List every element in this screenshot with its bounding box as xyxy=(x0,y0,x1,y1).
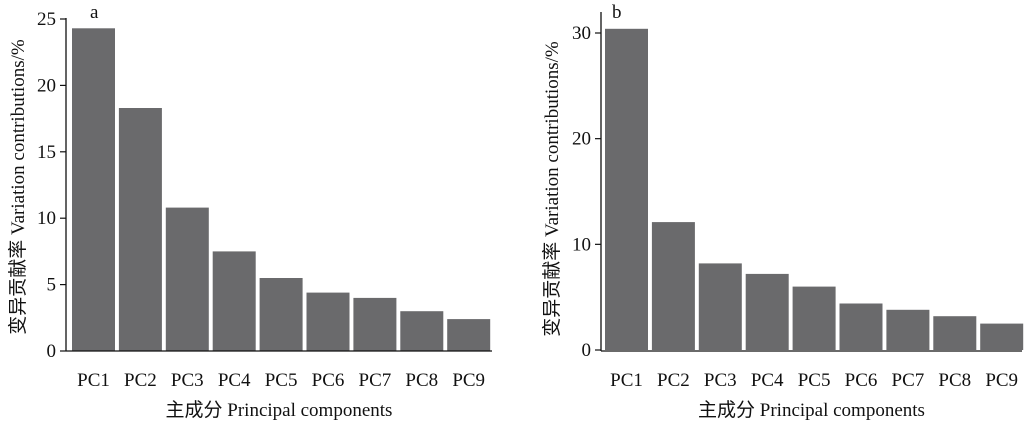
x-tick-label: PC3 xyxy=(171,370,204,391)
y-tick-label: 0 xyxy=(582,340,592,361)
bar-pc5 xyxy=(792,286,836,350)
bar-pc9 xyxy=(447,319,491,351)
bar-pc6 xyxy=(839,303,883,350)
x-tick-label: PC6 xyxy=(845,370,878,391)
x-axis-title: 主成分 Principal components xyxy=(698,399,925,421)
y-tick-label: 20 xyxy=(572,129,591,150)
bar-pc3 xyxy=(165,207,209,351)
x-tick-label: PC4 xyxy=(751,370,784,391)
x-tick-label: PC9 xyxy=(985,370,1018,391)
x-tick-label: PC2 xyxy=(657,370,690,391)
y-tick-label: 15 xyxy=(37,142,56,163)
x-tick-label: PC3 xyxy=(704,370,737,391)
y-axis-title: 变异贡献率 Variation contributions/% xyxy=(7,39,29,335)
x-tick-label: PC5 xyxy=(265,370,298,391)
x-tick-label: PC1 xyxy=(77,370,110,391)
x-tick-label: PC1 xyxy=(610,370,643,391)
bar-pc1 xyxy=(72,28,115,352)
x-tick-label: PC5 xyxy=(798,370,831,391)
bar-pc7 xyxy=(353,297,397,351)
x-tick-label: PC8 xyxy=(405,370,438,391)
bar-pc7 xyxy=(886,309,930,350)
bar-pc2 xyxy=(651,222,695,350)
y-axis-title: 变异贡献率 Variation contributions/% xyxy=(541,41,563,337)
x-tick-label: PC7 xyxy=(359,370,392,391)
x-tick-label: PC4 xyxy=(218,370,251,391)
bar-pc3 xyxy=(698,263,742,350)
bar-pc2 xyxy=(118,108,162,351)
x-tick-label: PC6 xyxy=(312,370,345,391)
panel-label: b xyxy=(612,2,622,23)
x-tick-label: PC7 xyxy=(892,370,925,391)
y-tick-label: 30 xyxy=(572,23,591,44)
x-tick-label: PC8 xyxy=(938,370,971,391)
x-tick-label: PC2 xyxy=(124,370,157,391)
bar-pc9 xyxy=(980,323,1024,350)
y-tick-label: 10 xyxy=(37,208,56,229)
bar-pc6 xyxy=(306,292,350,351)
bar-pc5 xyxy=(259,278,303,351)
bar-pc4 xyxy=(212,251,256,351)
bar-pc1 xyxy=(605,28,648,351)
panel-label: a xyxy=(90,2,99,23)
bar-pc8 xyxy=(933,316,977,350)
y-tick-label: 20 xyxy=(37,75,56,96)
bar-pc4 xyxy=(745,273,789,350)
y-tick-label: 5 xyxy=(47,275,57,296)
panel-b: 0 10 20 30 PC1 PC2 PC3 PC4 PC5 PC6 PC7 PC8 PC9 b 主成分 P… xyxy=(541,2,1024,421)
bar-pc8 xyxy=(400,311,444,351)
y-tick-label: 0 xyxy=(47,341,57,362)
y-tick-label: 25 xyxy=(37,9,56,30)
panel-a: 0 5 10 15 20 25 PC1 PC2 PC3 PC4 PC5 PC6 PC7 PC8 PC9 a 主成… xyxy=(7,2,492,421)
y-tick-label: 10 xyxy=(572,234,591,255)
x-tick-label: PC9 xyxy=(452,370,485,391)
x-axis-title: 主成分 Principal components xyxy=(166,399,393,421)
